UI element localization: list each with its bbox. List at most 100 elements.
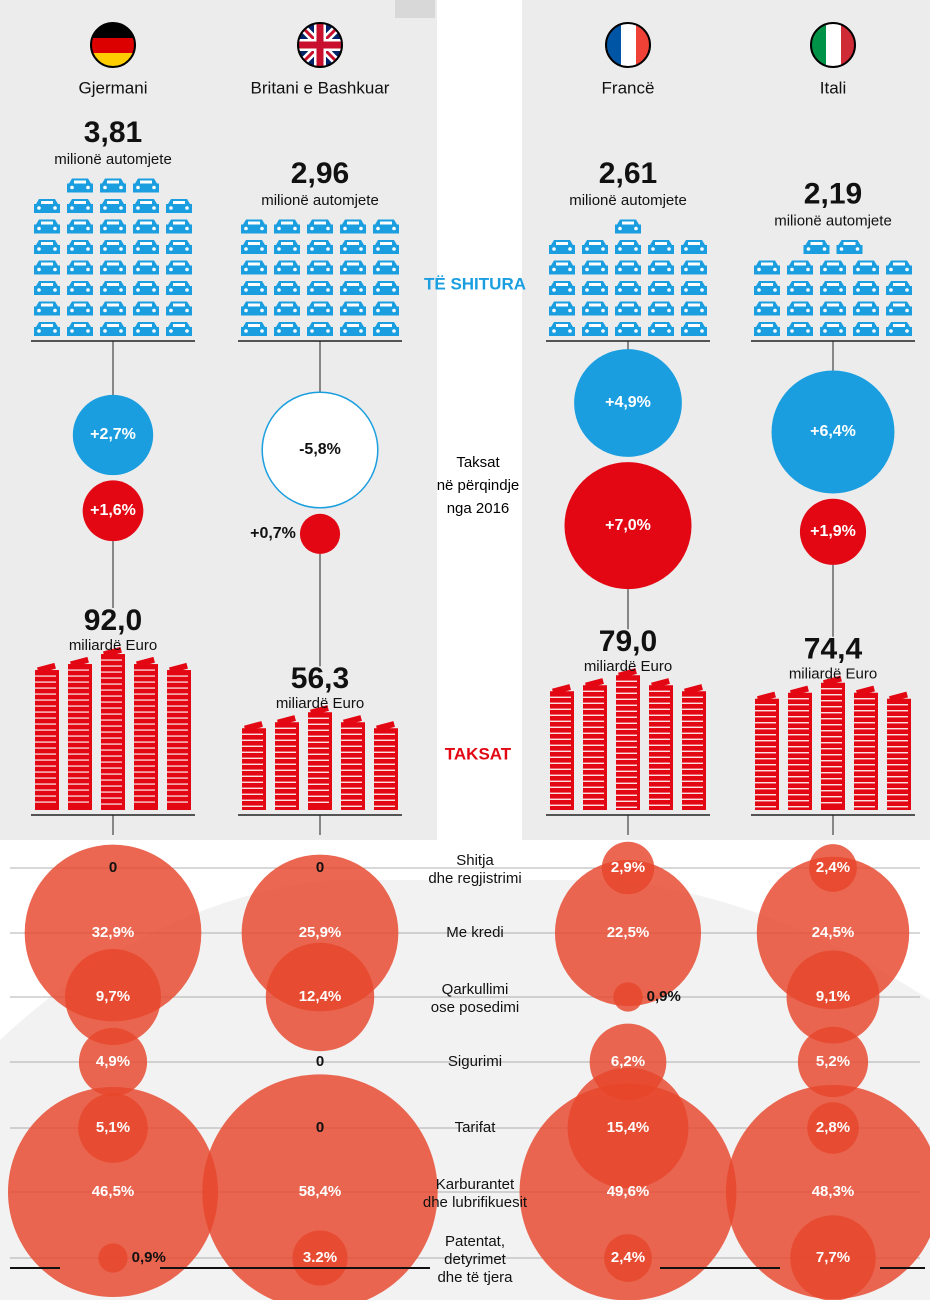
car-light (568, 288, 572, 292)
car-icon (274, 260, 300, 275)
row-label: Patentat, (445, 1233, 505, 1250)
car-window (556, 324, 568, 327)
car-light (872, 329, 876, 333)
car-body (787, 260, 813, 275)
sales-unit: milionë automjete (54, 151, 172, 168)
tax-change-circle (82, 480, 144, 542)
car-body (133, 178, 159, 193)
car-window (761, 283, 773, 286)
car-light (376, 308, 380, 313)
breakdown-label: 22,5% (607, 924, 650, 941)
car-body (615, 301, 641, 316)
car-icon (100, 260, 126, 275)
car-icon (274, 240, 300, 254)
car-icon (67, 260, 93, 275)
stack-top (70, 656, 89, 668)
car-body (34, 281, 60, 295)
car-light (185, 308, 189, 313)
row-label: Qarkullimi (442, 981, 509, 998)
car-icon (681, 301, 707, 316)
car-window (314, 221, 326, 225)
stack-top (136, 656, 155, 668)
car-light (889, 329, 893, 333)
car-body (67, 281, 93, 295)
car-icon (787, 281, 813, 295)
car-light (343, 267, 347, 272)
car-window (140, 221, 152, 225)
car-icon (582, 322, 608, 336)
car-light (326, 226, 330, 231)
car-window (41, 262, 53, 266)
car-window (314, 242, 326, 245)
money-stack (755, 691, 779, 810)
stack-top (684, 684, 703, 695)
car-light (700, 247, 704, 251)
car-window (140, 303, 152, 307)
car-light (790, 288, 794, 292)
car-light (618, 267, 622, 272)
car-body (274, 260, 300, 275)
car-window (107, 221, 119, 225)
car-light (601, 247, 605, 251)
car-window (173, 242, 185, 245)
car-window (140, 262, 152, 266)
car-body (754, 322, 780, 336)
car-light (86, 267, 90, 272)
car-icon (853, 322, 879, 336)
car-light (392, 288, 396, 292)
money-stack (167, 662, 191, 810)
car-body (133, 301, 159, 316)
car-body (34, 219, 60, 234)
car-light (376, 288, 380, 292)
car-light (585, 288, 589, 292)
car-window (347, 324, 359, 327)
tax-change-label: +7,0% (605, 517, 651, 534)
car-window (761, 324, 773, 327)
car-icon (373, 322, 399, 336)
sales-change-label: +2,7% (90, 426, 136, 443)
car-light (70, 226, 74, 231)
car-body (549, 301, 575, 316)
car-light (103, 329, 107, 333)
breakdown-bubble (604, 1234, 652, 1282)
breakdown-label: 24,5% (812, 924, 855, 941)
car-window (41, 201, 53, 204)
car-window (622, 283, 634, 286)
car-window (248, 262, 260, 266)
car-light (37, 308, 41, 313)
car-icon (582, 301, 608, 316)
car-light (260, 329, 264, 333)
car-icon (648, 301, 674, 316)
car-window (827, 283, 839, 286)
taxes-label: TAKSAT (445, 744, 512, 763)
car-light (119, 247, 123, 251)
car-light (185, 247, 189, 251)
breakdown-bubble (65, 949, 161, 1045)
tax-change-label: +0,7% (250, 525, 296, 542)
car-light (806, 267, 810, 272)
car-window (655, 283, 667, 286)
car-body (274, 219, 300, 234)
car-body (166, 199, 192, 213)
car-light (152, 247, 156, 251)
stack-top (277, 715, 296, 726)
breakdown-label: 0 (316, 859, 324, 876)
breakdown-label: 48,3% (812, 1183, 855, 1200)
car-body (307, 301, 333, 316)
row-label: ose posedimi (431, 999, 519, 1016)
car-body (648, 301, 674, 316)
car-light (585, 308, 589, 313)
row-label: dhe regjistrimi (428, 870, 521, 887)
stack-top (856, 685, 875, 697)
car-body (307, 240, 333, 254)
car-icon (340, 260, 366, 275)
car-body (166, 322, 192, 336)
car-icon (373, 281, 399, 295)
breakdown-label: 7,7% (816, 1249, 850, 1266)
car-icon (549, 240, 575, 254)
car-icon (274, 322, 300, 336)
car-light (359, 247, 363, 251)
car-window (893, 262, 905, 266)
car-light (310, 288, 314, 292)
car-light (277, 308, 281, 313)
